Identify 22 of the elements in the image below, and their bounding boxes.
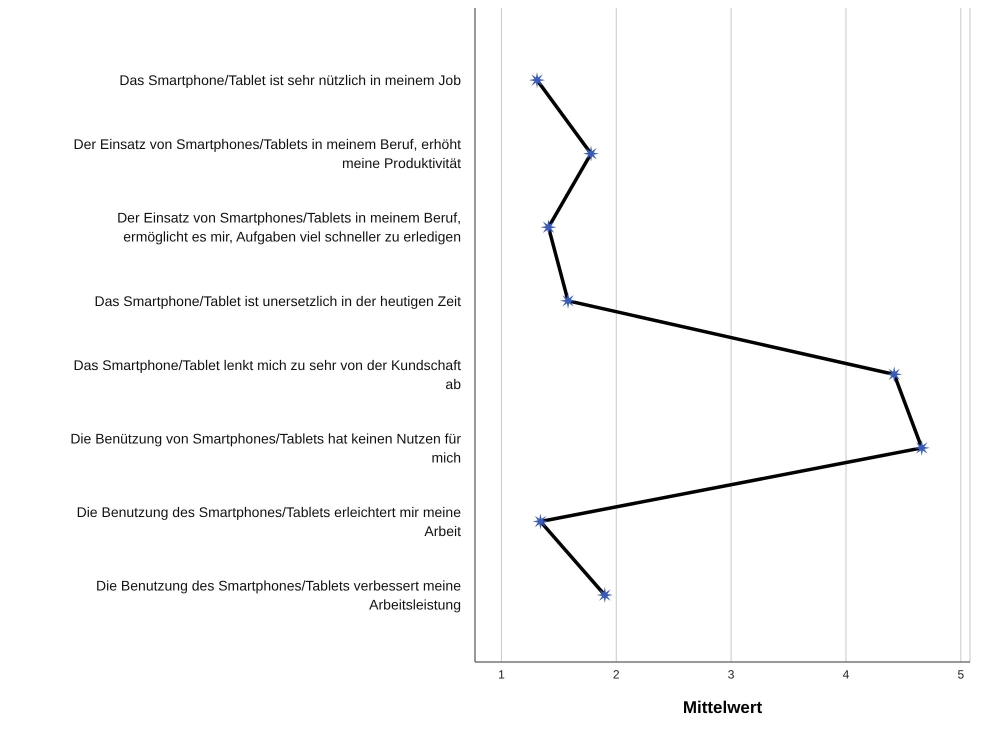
point <box>529 72 546 88</box>
y-tick-label: Der Einsatz von Smartphones/Tablets in meinem Beruf, erhöht meine Produktivität <box>73 136 462 172</box>
point <box>532 513 548 530</box>
x-tick-label: 4 <box>842 668 850 682</box>
x-axis-title: Mittelwert <box>682 698 764 718</box>
y-tick-label: Das Smartphone/Tablet ist sehr nützlich in meinem Job <box>119 72 462 88</box>
x-tick-label: 3 <box>728 668 735 682</box>
point <box>914 440 930 456</box>
point <box>886 366 902 382</box>
point <box>540 219 557 236</box>
x-tick-label: 2 <box>612 668 620 682</box>
y-tick-label: Die Benützung von Smartphones/Tablets hat keinen Nutzen für mich <box>70 430 462 466</box>
y-tick-label: Der Einsatz von Smartphones/Tablets in meinem Beruf, ermöglicht es mir, Aufgaben viel schneller zu erledigen <box>117 210 461 245</box>
point <box>596 587 613 604</box>
y-tick-label: Die Benutzung des Smartphones/Tablets verbessert meine Arbeitsleistung <box>96 578 462 613</box>
y-tick-label: Das Smartphone/Tablet lenkt mich zu sehr von der Kundschaft ab <box>73 356 462 392</box>
point <box>560 292 576 309</box>
x-tick-label: 5 <box>957 668 964 682</box>
y-tick-label: Das Smartphone/Tablet ist unersetzlich in der heutigen Zeit <box>94 292 462 309</box>
point <box>583 146 599 162</box>
x-tick-label: 1 <box>498 668 506 682</box>
y-tick-label: Die Benutzung des Smartphones/Tablets erleichtert mir meine Arbeit <box>76 504 462 539</box>
